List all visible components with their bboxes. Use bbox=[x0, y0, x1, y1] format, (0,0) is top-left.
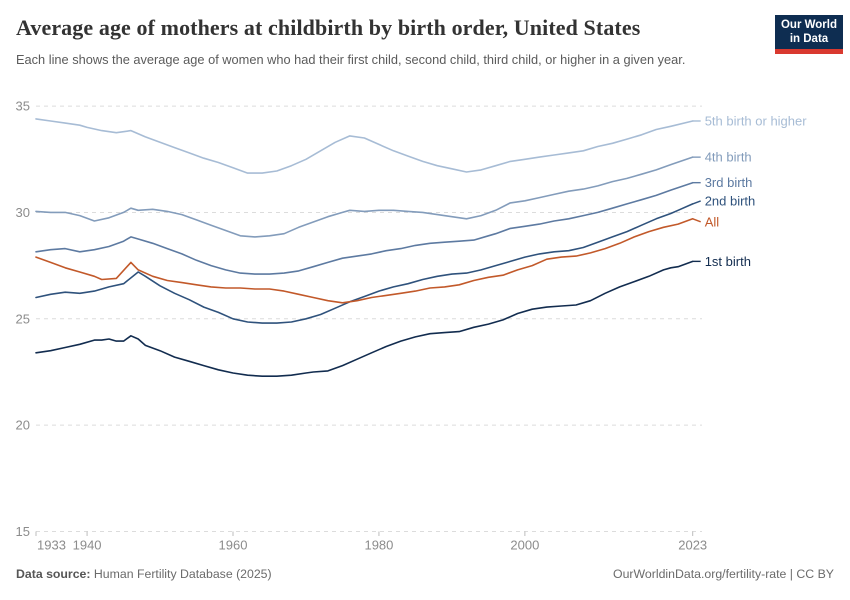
x-tick-label-2023: 2023 bbox=[678, 538, 707, 553]
owid-logo-line2: in Data bbox=[789, 33, 829, 46]
x-tick-label-2000: 2000 bbox=[510, 538, 539, 553]
line-2nd-birth[interactable] bbox=[35, 203, 694, 324]
chart-area: 15 20 25 30 35 1933 1940 1960 1980 2000 2023 5th bi… bbox=[16, 99, 808, 553]
data-source-note: Data source: Human Fertility Database (2… bbox=[16, 567, 272, 581]
line-1st-birth[interactable] bbox=[35, 260, 694, 378]
y-tick-label-15: 15 bbox=[16, 524, 30, 539]
y-tick-label-30: 30 bbox=[16, 205, 30, 220]
owid-logo[interactable]: Our World in Data bbox=[775, 15, 843, 54]
line-5th-birth-or-higher[interactable] bbox=[35, 118, 694, 174]
x-tick-label-1960: 1960 bbox=[219, 538, 248, 553]
label-connector-all bbox=[692, 218, 701, 223]
page-title: Average age of mothers at childbirth by … bbox=[16, 15, 641, 40]
series-label-3rd-birth[interactable]: 3rd birth bbox=[705, 175, 753, 190]
data-source-label: Data source: bbox=[16, 567, 91, 581]
y-tick-label-35: 35 bbox=[16, 99, 30, 114]
series-label-4th-birth[interactable]: 4th birth bbox=[705, 150, 752, 165]
series-label-1st-birth[interactable]: 1st birth bbox=[705, 254, 751, 269]
line-chart-canvas: 15 20 25 30 35 1933 1940 1960 1980 2000 2023 5th bi… bbox=[16, 99, 808, 553]
series-label-all[interactable]: All bbox=[705, 214, 720, 229]
chart-footer: Data source: Human Fertility Database (2… bbox=[0, 567, 850, 581]
credit-link[interactable]: OurWorldinData.org/fertility-rate | CC B… bbox=[613, 567, 834, 581]
owid-logo-line1: Our World bbox=[780, 19, 837, 31]
y-tick-label-25: 25 bbox=[16, 311, 30, 326]
line-4th-birth[interactable] bbox=[35, 156, 694, 238]
x-tick-label-1980: 1980 bbox=[364, 538, 393, 553]
line-3rd-birth[interactable] bbox=[35, 181, 694, 275]
line-all[interactable] bbox=[35, 218, 694, 304]
x-tick-label-1933: 1933 bbox=[37, 538, 66, 553]
chart-subtitle: Each line shows the average age of women… bbox=[16, 52, 686, 67]
label-connector-2nd-birth bbox=[692, 200, 701, 205]
x-tick-label-1940: 1940 bbox=[73, 538, 102, 553]
data-source-value: Human Fertility Database (2025) bbox=[90, 567, 272, 581]
series-label-2nd-birth[interactable]: 2nd birth bbox=[705, 193, 756, 208]
y-tick-label-20: 20 bbox=[16, 418, 30, 433]
series-label-5th-birth-or-higher[interactable]: 5th birth or higher bbox=[705, 113, 808, 128]
